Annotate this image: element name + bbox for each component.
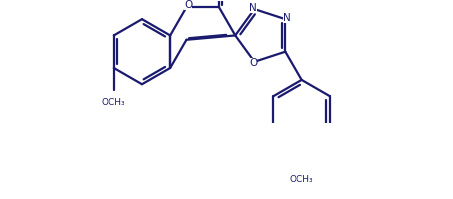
Text: O: O — [184, 0, 193, 10]
Text: N: N — [283, 13, 290, 23]
Text: N: N — [249, 3, 257, 13]
Text: O: O — [249, 58, 257, 68]
Text: OCH₃: OCH₃ — [102, 98, 125, 107]
Text: OCH₃: OCH₃ — [290, 175, 313, 184]
